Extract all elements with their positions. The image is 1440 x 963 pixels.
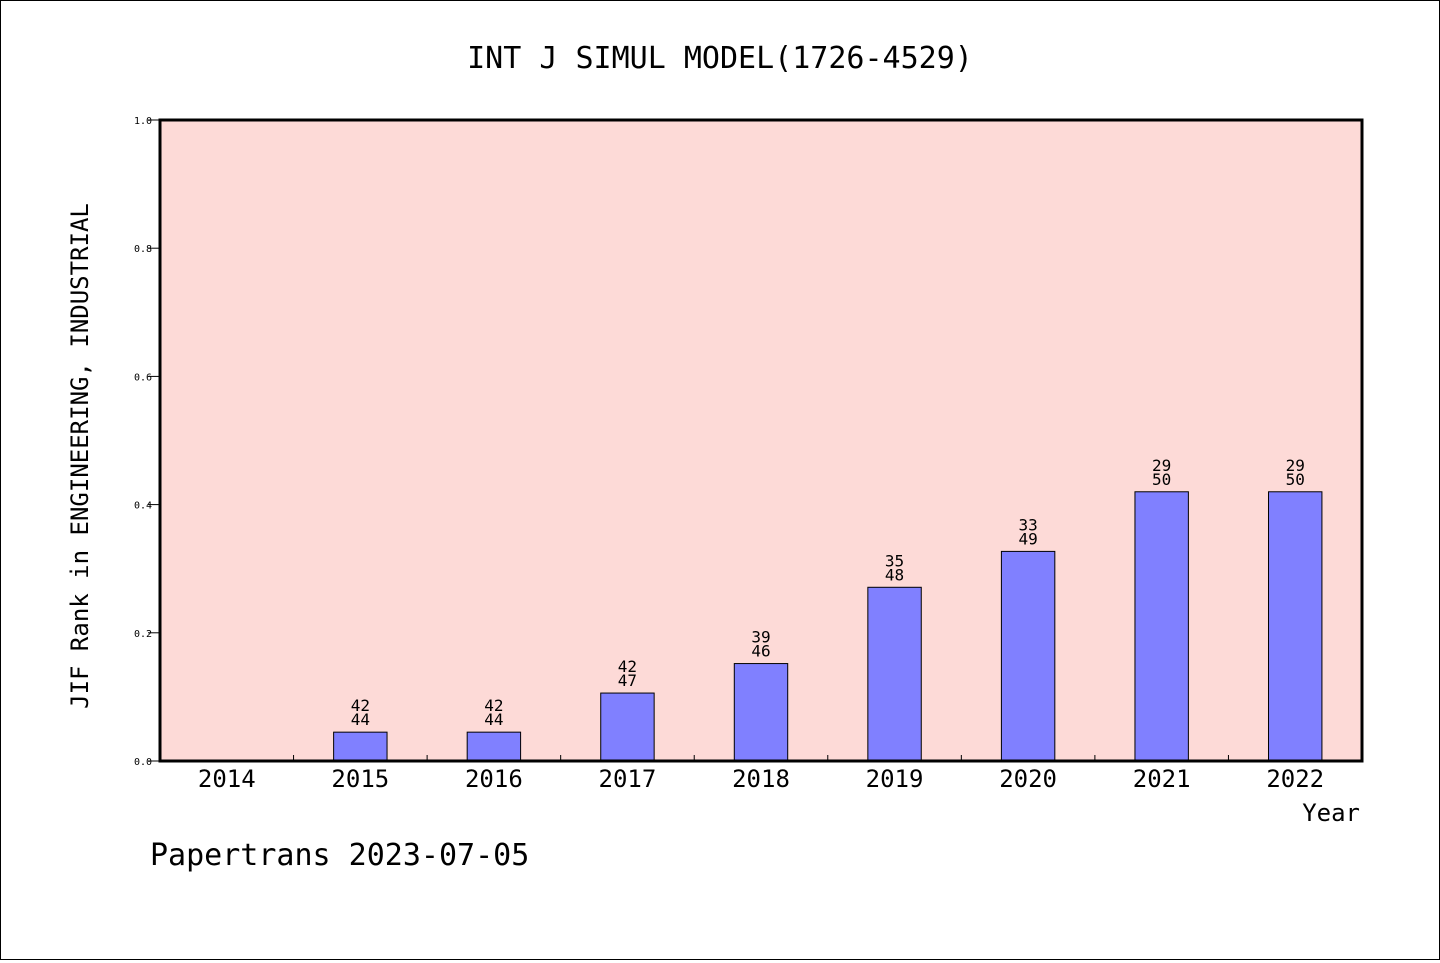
y-tick-label: 0.2 (134, 629, 152, 640)
x-tick-label: 2017 (599, 765, 657, 793)
bar-label-total: 44 (484, 710, 503, 729)
y-tick-label: 0.4 (134, 501, 152, 512)
x-tick-label: 2016 (465, 765, 523, 793)
x-axis-label: Year (1302, 799, 1360, 827)
bar-label-rank: 42 (618, 657, 637, 676)
plot-border (158, 118, 1364, 763)
x-tick-label: 2022 (1266, 765, 1324, 793)
y-tick-label: 0.0 (134, 757, 152, 768)
bar-label-total: 50 (1286, 470, 1305, 489)
y-axis-label: JIF Rank in ENGINEERING, INDUSTRIAL (66, 203, 94, 709)
bar-label-total: 44 (351, 710, 370, 729)
x-tick-label: 2014 (198, 765, 256, 793)
bar-label-total: 49 (1018, 529, 1037, 548)
bar-label-total: 47 (618, 671, 637, 690)
bar-label-total: 46 (751, 642, 770, 661)
x-tick-label: 2018 (732, 765, 790, 793)
y-axis: 0.0 0.2 0.4 0.6 0.8 1.0 (134, 116, 160, 768)
bar-2017 (600, 692, 655, 762)
bar-2020 (1000, 550, 1056, 762)
y-tick-label: 1.0 (134, 116, 152, 127)
y-tick-label: 0.8 (134, 244, 152, 255)
chart-title: INT J SIMUL MODEL(1726-4529) (467, 41, 973, 76)
bar-2021 (1134, 491, 1189, 762)
bar-label-rank: 39 (751, 628, 770, 647)
bars-group (333, 491, 1323, 762)
bar-2015 (333, 731, 388, 762)
x-tick-label: 2021 (1133, 765, 1191, 793)
bar-2018 (733, 663, 789, 762)
bar-label-rank: 33 (1018, 515, 1037, 534)
x-tick-label: 2019 (866, 765, 924, 793)
source-footer: Papertrans 2023-07-05 (150, 838, 529, 873)
bar-label-rank: 42 (351, 696, 370, 715)
bar-label-total: 50 (1152, 470, 1171, 489)
x-axis: 2014 2015 2016 2017 2018 2019 2020 2021 2022 (198, 755, 1324, 793)
y-tick-label: 0.6 (134, 372, 152, 383)
bar-label-rank: 35 (885, 551, 904, 570)
bar-2022 (1268, 491, 1323, 762)
bar-label-total: 48 (885, 565, 904, 584)
x-tick-label: 2020 (999, 765, 1057, 793)
bar-2016 (466, 731, 522, 762)
bar-label-rank: 29 (1152, 456, 1171, 475)
bar-label-rank: 42 (484, 696, 503, 715)
bar-2019 (867, 586, 922, 762)
x-tick-label: 2015 (331, 765, 389, 793)
bar-label-rank: 29 (1286, 456, 1305, 475)
